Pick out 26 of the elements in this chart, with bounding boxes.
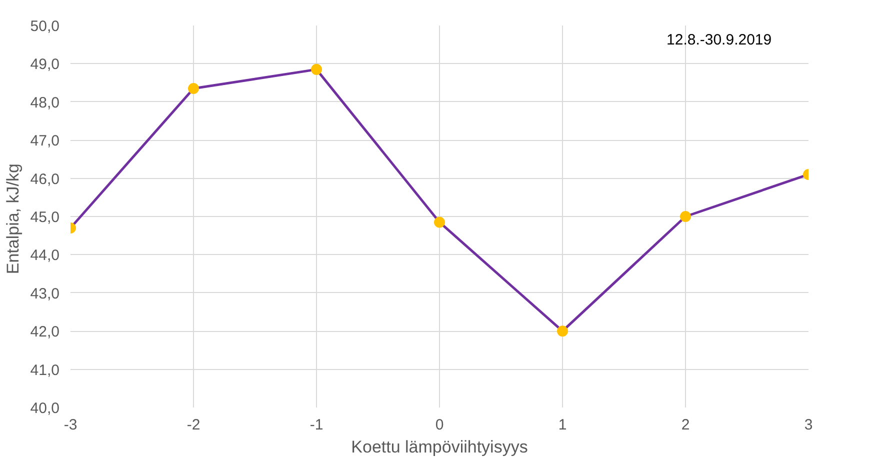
point [311, 64, 322, 75]
x-tick-label: -3 [64, 416, 78, 434]
point [680, 211, 691, 222]
point [434, 216, 445, 228]
y-tick-label: 50,0 [30, 18, 60, 35]
x-tick-label: -1 [310, 416, 324, 434]
y-tick-label: 41,0 [30, 362, 60, 379]
y-tick-label: 45,0 [30, 209, 60, 226]
y-tick-label: 43,0 [30, 285, 60, 302]
y-tick-label: 40,0 [30, 400, 60, 417]
x-tick-label: 3 [804, 416, 813, 434]
annotation: 12.8.-30.9.2019 [666, 31, 772, 48]
y-tick-label: 47,0 [30, 132, 60, 150]
y-tick-label: 49,0 [30, 56, 60, 74]
x-tick-label: 2 [681, 416, 690, 434]
y-tick-label: 42,0 [30, 324, 60, 341]
x-tick-label: 1 [558, 416, 567, 434]
x-tick-label: 0 [435, 416, 444, 434]
x-axis-title: Koettu lämpöviihtyisyys [351, 438, 528, 456]
point [188, 83, 199, 94]
x-tick-label: -2 [186, 416, 200, 434]
y-tick-label: 48,0 [30, 94, 60, 112]
point [557, 326, 568, 337]
y-axis-title: Entalpia, kJ/kg [3, 164, 22, 274]
y-tick-label: 44,0 [30, 247, 60, 264]
y-tick-label: 46,0 [30, 170, 60, 188]
